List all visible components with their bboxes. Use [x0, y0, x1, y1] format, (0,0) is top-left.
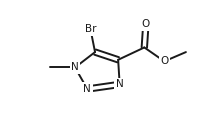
Text: N: N — [83, 84, 91, 94]
Text: N: N — [116, 79, 123, 89]
Text: O: O — [142, 19, 150, 29]
Text: Br: Br — [85, 24, 96, 34]
Text: O: O — [160, 56, 168, 66]
Text: N: N — [71, 62, 79, 72]
